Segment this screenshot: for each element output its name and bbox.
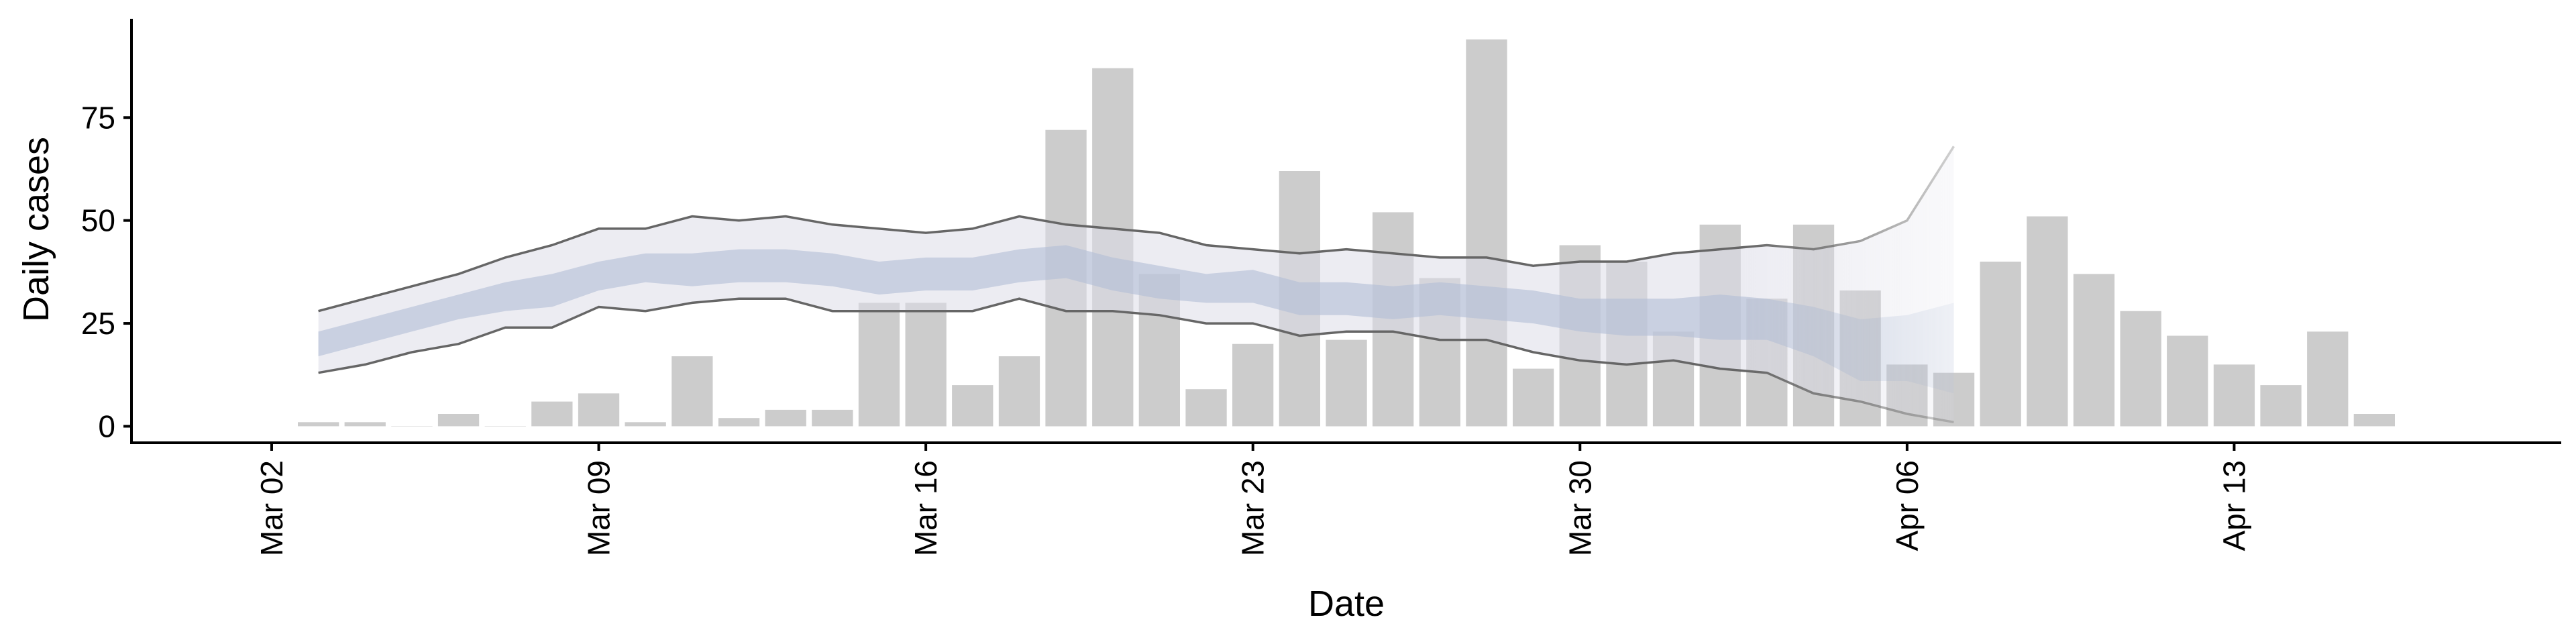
y-tick-label-50: 50 [81,203,115,238]
bar-2020-03-13 [765,409,806,427]
bar-2020-03-09 [578,393,620,427]
bar-2020-03-04 [344,422,386,427]
x-tick-label-2020-04-06: Apr 06 [1890,460,1925,551]
bar-2020-04-09 [2027,216,2068,427]
bar-2020-04-14 [2260,385,2302,427]
bar-2020-04-10 [2073,274,2115,427]
bar-2020-04-11 [2120,311,2161,427]
bar-2020-03-28 [1466,39,1507,427]
upper-bound-line [318,146,1955,313]
bar-2020-03-03 [298,422,339,427]
y-axis-ticks: 0 25 50 75 [81,100,131,443]
x-tick-label-2020-03-30: Mar 30 [1562,460,1597,556]
y-tick-label-25: 25 [81,306,115,341]
bar-2020-03-22 [1185,389,1227,427]
bar-2020-03-11 [672,356,713,427]
bar-2020-04-08 [1980,262,2021,427]
bar-2020-03-06 [437,414,480,427]
x-axis-ticks: Mar 02 Mar 09 Mar 16 Mar 23 Mar 30 Apr 06 Apr … [254,443,2251,556]
lower-bound-line [318,297,1954,424]
y-axis-title: Daily cases [16,137,56,322]
bar-2020-03-08 [531,401,573,427]
bar-2020-03-17 [952,385,994,427]
y-tick-label-75: 75 [81,100,115,135]
x-tick-label-2020-03-09: Mar 09 [582,460,616,556]
bar-2020-04-12 [2167,335,2208,427]
bar-2020-03-10 [625,422,666,427]
x-axis-title: Date [1308,584,1385,624]
bar-2020-04-16 [2353,414,2395,427]
estimate-bands [318,146,1955,424]
inner-interval-band [318,245,1954,394]
bar-2020-03-23 [1232,343,1274,427]
bar-2020-03-15 [858,303,900,427]
y-tick-label-0: 0 [98,409,115,443]
bar-2020-04-15 [2307,331,2349,427]
x-tick-label-2020-03-02: Mar 02 [254,460,289,556]
bar-2020-03-25 [1326,339,1367,427]
bar-2020-03-29 [1513,368,1554,427]
bar-2020-04-13 [2213,364,2255,427]
bar-2020-03-14 [812,409,853,427]
x-tick-label-2020-03-16: Mar 16 [908,460,943,556]
bar-2020-03-18 [998,356,1040,427]
x-tick-label-2020-03-23: Mar 23 [1236,460,1271,556]
x-tick-label-2020-04-13: Apr 13 [2216,460,2251,551]
bar-2020-03-12 [718,418,760,427]
bar-2020-03-16 [905,303,947,427]
